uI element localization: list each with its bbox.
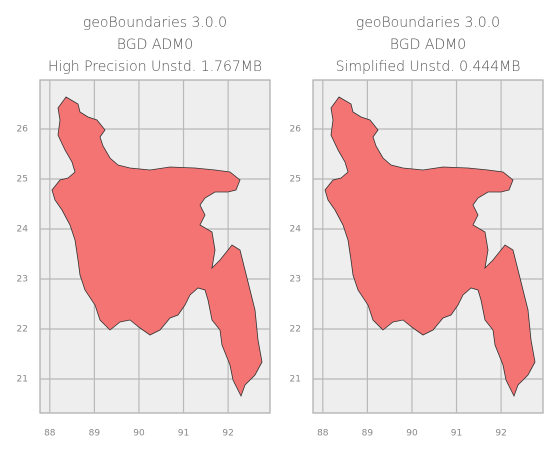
y-tick-label: 22	[290, 325, 301, 335]
y-tick-label: 21	[290, 375, 301, 385]
y-tick-label: 24	[17, 225, 29, 235]
x-tick-label: 88	[317, 429, 329, 439]
x-tick-label: 90	[133, 429, 145, 439]
chart-title: Simplified Unstd. 0.444MB	[336, 59, 521, 75]
y-tick-label: 21	[17, 375, 28, 385]
y-tick-label: 26	[17, 125, 29, 135]
x-tick-label: 91	[451, 429, 462, 439]
y-tick-label: 25	[290, 175, 301, 185]
chart-title: BGD ADM0	[390, 37, 466, 53]
x-tick-label: 88	[44, 429, 56, 439]
x-tick-label: 92	[222, 429, 233, 439]
y-tick-label: 22	[17, 325, 28, 335]
x-tick-label: 92	[495, 429, 506, 439]
chart-title: geoBoundaries 3.0.0	[83, 15, 227, 31]
y-tick-label: 23	[17, 275, 28, 285]
chart-title: High Precision Unstd. 1.767MB	[48, 59, 262, 75]
chart-title: BGD ADM0	[117, 37, 193, 53]
x-tick-label: 90	[406, 429, 418, 439]
y-tick-label: 24	[290, 225, 302, 235]
y-tick-label: 25	[17, 175, 28, 185]
y-tick-label: 23	[290, 275, 301, 285]
chart-title: geoBoundaries 3.0.0	[356, 15, 500, 31]
x-tick-label: 89	[89, 429, 101, 439]
x-tick-label: 89	[362, 429, 374, 439]
y-tick-label: 26	[290, 125, 302, 135]
x-tick-label: 91	[178, 429, 189, 439]
